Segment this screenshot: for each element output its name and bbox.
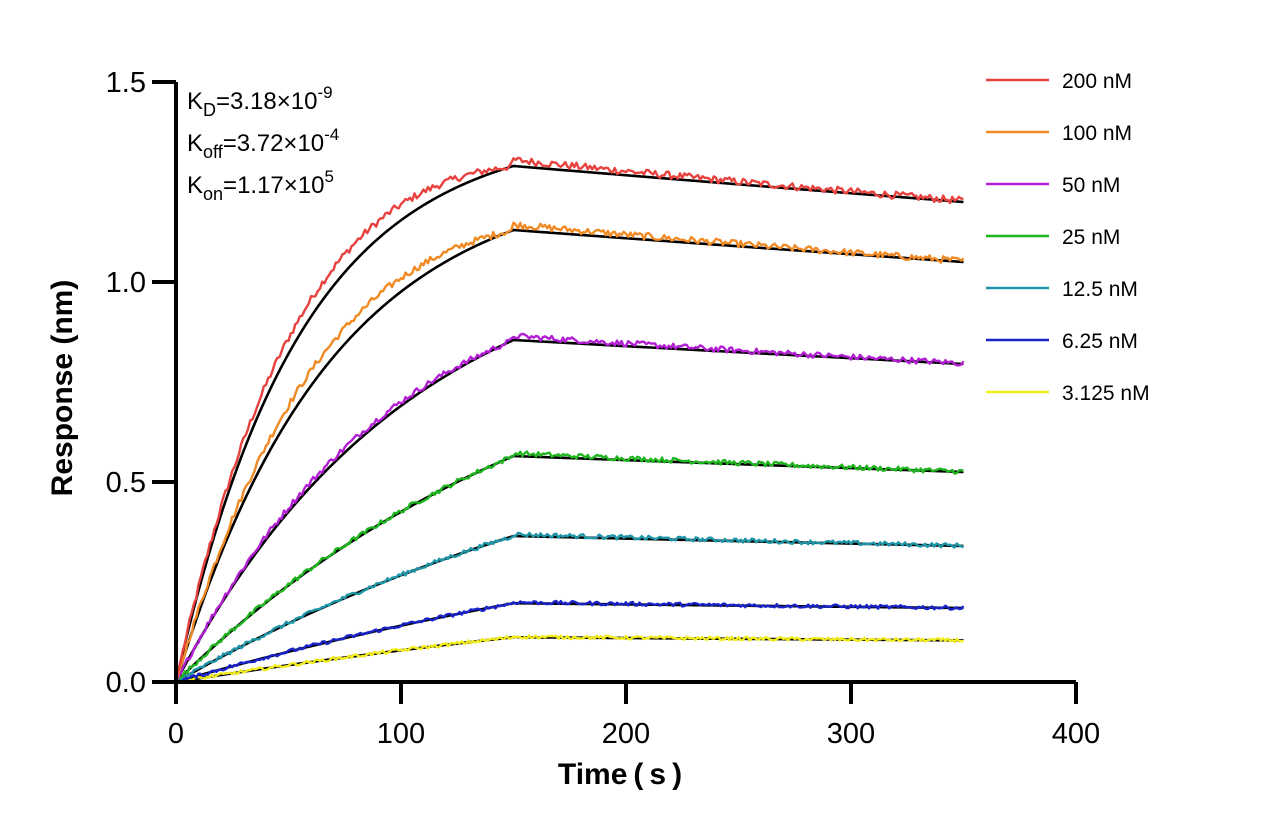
kinetic-constant-label: Koff=3.72×10-4 [187, 125, 339, 162]
y-tick-label: 1.0 [106, 267, 146, 299]
fit-curves [174, 164, 964, 684]
data-series [174, 156, 965, 684]
data-trace [174, 332, 965, 683]
constant-exponent: -4 [324, 125, 339, 144]
data-trace [175, 634, 964, 684]
legend-label: 50 nM [1062, 174, 1120, 197]
legend-label: 12.5 nM [1062, 278, 1138, 301]
x-tick-label: 100 [377, 718, 425, 750]
legend-label: 100 nM [1062, 122, 1132, 145]
constant-symbol: K [187, 88, 203, 115]
legend: 200 nM 100 nM 50 nM 25 nM 12.5 nM 6.25 nM 3.12… [986, 70, 1150, 405]
constant-value: =1.17×10 [223, 172, 324, 199]
constant-symbol: K [187, 172, 203, 199]
constant-symbol: K [187, 130, 203, 157]
fit-curve [175, 601, 964, 684]
y-tick-label: 0.5 [106, 467, 146, 499]
y-tick-label: 1.5 [106, 67, 146, 99]
kinetic-constant-label: KD=3.18×10-9 [187, 83, 333, 120]
legend-label: 200 nM [1062, 70, 1132, 93]
legend-label: 6.25 nM [1062, 330, 1138, 353]
x-tick-label: 200 [602, 718, 650, 750]
constant-subscript: on [203, 184, 223, 204]
fit-curve [175, 534, 964, 684]
axis-ticks: 0 100 200 300 400 0.0 0.5 1.0 1.5 [106, 67, 1101, 750]
fit-curve [175, 635, 964, 684]
y-tick-label: 0.0 [106, 667, 146, 699]
constant-subscript: off [203, 142, 224, 162]
constant-value: =3.18×10 [216, 88, 317, 115]
x-tick-label: 400 [1052, 718, 1100, 750]
x-tick-label: 300 [827, 718, 875, 750]
data-trace [174, 221, 965, 683]
legend-label: 3.125 nM [1062, 382, 1150, 405]
data-trace [174, 156, 964, 683]
x-tick-label: 0 [168, 718, 184, 750]
fit-curve [174, 338, 964, 683]
legend-label: 25 nM [1062, 226, 1120, 249]
data-trace [175, 450, 964, 683]
x-axis-title: Time ( s ) [558, 758, 682, 791]
constant-subscript: D [203, 100, 216, 120]
data-trace [175, 599, 965, 684]
kinetic-constant-label: Kon=1.17×105 [187, 167, 334, 204]
constant-exponent: -9 [317, 83, 332, 102]
y-axis-title: Response (nm) [46, 280, 79, 497]
constant-value: =3.72×10 [223, 130, 324, 157]
fit-curve [174, 164, 964, 683]
constant-exponent: 5 [324, 167, 333, 186]
data-trace [175, 531, 965, 684]
